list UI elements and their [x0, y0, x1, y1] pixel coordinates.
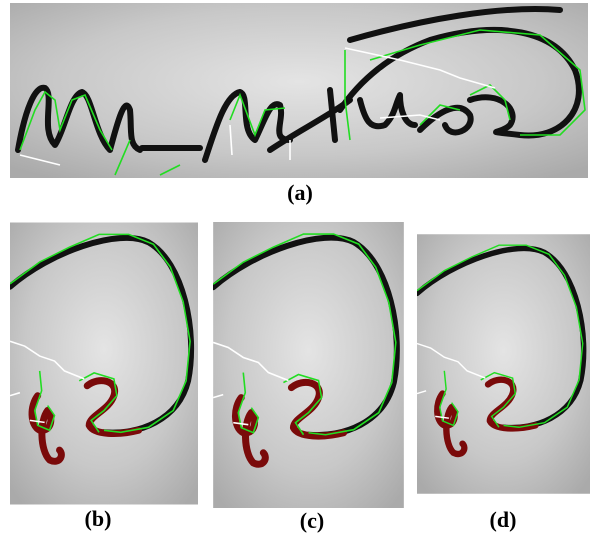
panel-label: (a): [287, 180, 313, 205]
figure: (a) (b) (c) (d): [0, 0, 597, 537]
panel-label: (b): [85, 506, 112, 531]
panel-d-image: [417, 234, 590, 494]
panel-c-image: [213, 222, 404, 508]
panel-d-content: [417, 234, 590, 494]
panel-c-content: [213, 222, 404, 508]
panel-label: (d): [490, 507, 517, 532]
panel-b-image: [10, 223, 198, 505]
panel-label: (c): [300, 508, 324, 533]
panel-b-content: [10, 223, 198, 505]
panel-a-image: [10, 3, 588, 178]
